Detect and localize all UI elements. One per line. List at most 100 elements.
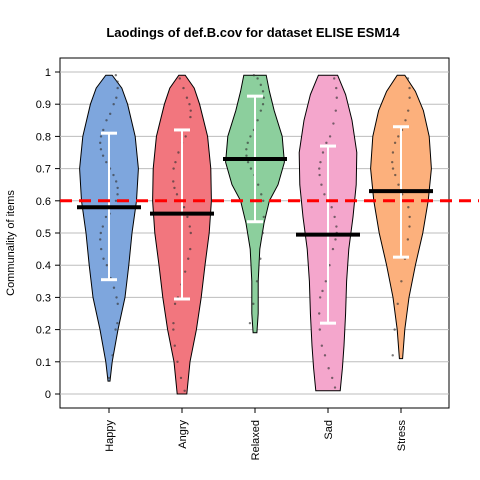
data-point [172, 328, 175, 331]
data-point [330, 206, 333, 209]
x-tick-label: Sad [323, 420, 335, 440]
data-point [400, 280, 403, 283]
data-point [318, 296, 322, 299]
data-point [252, 74, 256, 77]
data-point [335, 96, 338, 99]
data-point [187, 257, 190, 260]
data-point [321, 151, 325, 154]
data-point [408, 96, 411, 99]
y-tick-label: 0.7 [36, 164, 51, 176]
data-point [397, 183, 400, 186]
data-point [182, 86, 185, 90]
data-point [189, 115, 192, 119]
data-point [323, 354, 327, 357]
y-tick-label: 0.8 [36, 131, 51, 143]
data-point [259, 257, 262, 260]
data-point [115, 96, 118, 99]
data-point [334, 109, 337, 112]
data-point [327, 367, 330, 370]
data-point [391, 354, 394, 357]
data-point [99, 148, 103, 151]
plot-area: 0 0.1 0.2 0.3 0.4 0.5 0.6 0.7 0.8 0.9 1 Happy Angry R… [36, 57, 479, 460]
data-point [256, 119, 259, 122]
data-point [261, 231, 264, 235]
data-point [260, 193, 263, 196]
data-point [105, 160, 108, 164]
data-point [116, 80, 119, 83]
data-point [185, 96, 189, 99]
data-point [176, 360, 179, 363]
data-point [249, 135, 252, 138]
data-point [408, 86, 411, 90]
data-point [188, 103, 191, 106]
data-point [102, 128, 105, 132]
data-point [116, 302, 119, 306]
data-point [183, 389, 186, 392]
data-point [178, 77, 181, 80]
data-point [261, 90, 265, 93]
chart-title: Laodings of def.B.cov for dataset ELISE … [106, 25, 400, 40]
data-point [259, 83, 263, 87]
data-point [318, 167, 321, 170]
x-tick-label: Relaxed [250, 420, 262, 460]
data-point [261, 103, 265, 106]
data-point [394, 173, 397, 177]
y-tick-label: 0.4 [36, 260, 51, 272]
data-point [172, 180, 175, 183]
data-point [101, 225, 105, 228]
data-point [102, 257, 105, 260]
data-point [99, 247, 103, 251]
y-tick-label: 0.9 [36, 99, 51, 111]
data-point [173, 344, 176, 347]
data-point [262, 199, 265, 202]
data-point [324, 280, 328, 283]
data-point [189, 109, 192, 112]
data-point [319, 160, 322, 164]
x-tick-label: Stress [396, 420, 408, 452]
data-point [320, 183, 323, 186]
data-point [99, 238, 102, 241]
data-point [245, 154, 248, 157]
data-point [172, 321, 175, 325]
data-point [175, 193, 179, 196]
data-point [189, 231, 192, 235]
data-point [116, 321, 119, 325]
data-point [333, 215, 336, 219]
data-point [393, 328, 396, 331]
data-point [174, 160, 177, 164]
y-tick-label: 0.1 [36, 357, 51, 369]
data-point [246, 160, 250, 164]
y-tick-label: 0.3 [36, 292, 51, 304]
data-point [182, 206, 186, 209]
y-tick-label: 0 [45, 389, 51, 401]
data-point [252, 302, 255, 306]
data-point [259, 109, 263, 112]
data-point [116, 193, 119, 196]
data-point [115, 296, 118, 299]
data-point [188, 225, 191, 228]
data-point [255, 280, 259, 283]
x-tick-label: Happy [104, 420, 116, 452]
data-point [186, 215, 189, 219]
data-point [183, 270, 187, 273]
data-point [318, 173, 321, 177]
data-point [333, 77, 336, 80]
data-point [173, 302, 177, 306]
data-point [248, 321, 252, 325]
y-tick-label: 0.6 [36, 196, 51, 208]
data-point [408, 225, 411, 228]
data-point [116, 86, 119, 90]
data-point [111, 354, 114, 357]
data-point [332, 122, 335, 125]
data-point [99, 141, 102, 145]
data-point [114, 74, 118, 77]
data-point [391, 160, 394, 164]
data-point [404, 119, 407, 122]
data-point [335, 225, 338, 228]
data-point [173, 186, 176, 190]
data-point [335, 86, 338, 90]
data-point [184, 135, 187, 138]
data-point [256, 77, 259, 80]
data-point [246, 141, 249, 145]
data-point [105, 264, 109, 267]
